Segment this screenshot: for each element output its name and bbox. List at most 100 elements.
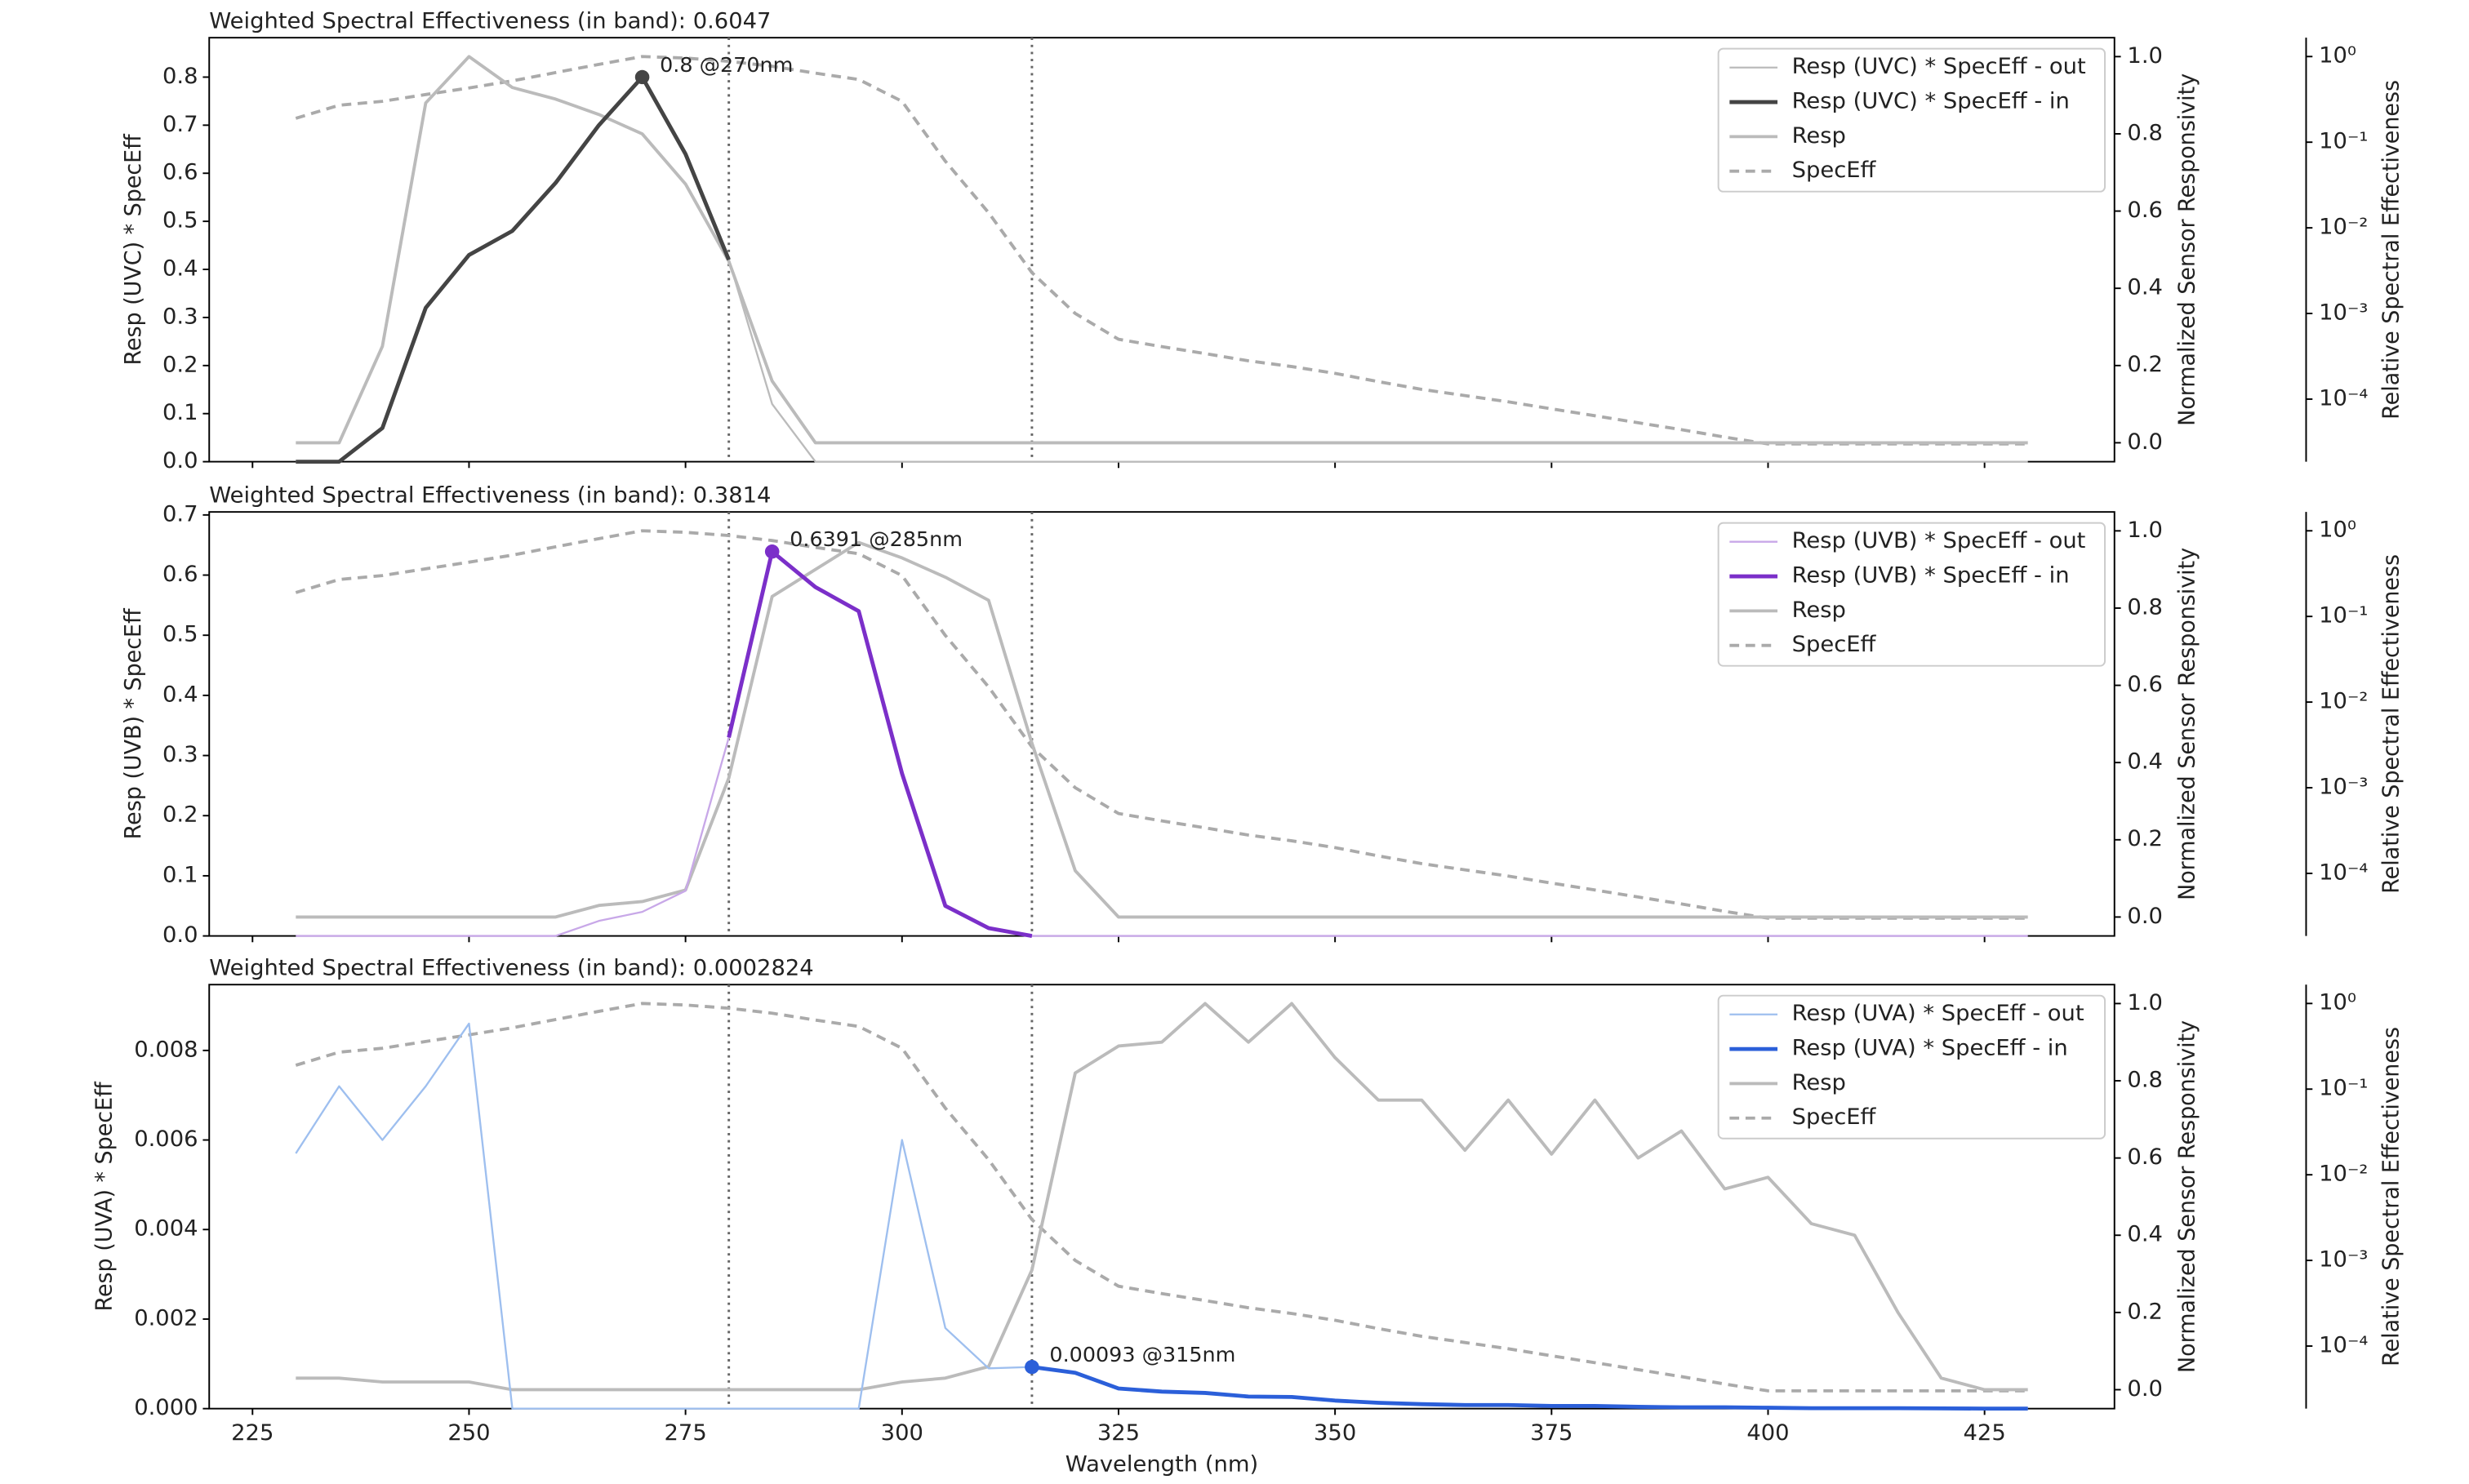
y-tick-label: 0.000: [134, 1395, 198, 1420]
peak-marker: [1025, 1359, 1039, 1375]
y3-tick-label: 10⁻⁴: [2319, 860, 2368, 886]
x-tick-label: 300: [881, 1420, 923, 1446]
x-tick-label: 375: [1530, 1420, 1573, 1446]
y-axis-label: Resp (UVC) * SpecEff: [121, 133, 146, 366]
y2-axis-label: Normalized Sensor Responsivity: [2174, 73, 2200, 426]
y3-tick-label: 10⁻²: [2319, 689, 2368, 714]
legend-label: SpecEff: [1792, 632, 1877, 657]
x-tick-label: 275: [664, 1420, 706, 1446]
y2-tick-label: 0.4: [2127, 749, 2163, 775]
series-line: [296, 75, 731, 464]
y-tick-label: 0.0: [162, 922, 198, 948]
y-tick-label: 0.7: [162, 112, 198, 137]
y-tick-label: 0.008: [134, 1037, 198, 1062]
series-line: [295, 1002, 2028, 1393]
legend-label: Resp (UVC) * SpecEff - in: [1792, 89, 2070, 114]
x-axis-label: Wavelength (nm): [1065, 1452, 1258, 1477]
y-tick-label: 0.006: [134, 1126, 198, 1152]
y2-tick-label: 0.6: [2127, 1144, 2163, 1170]
y-tick-label: 0.5: [162, 208, 198, 233]
y-tick-label: 0.2: [162, 802, 198, 828]
legend-label: SpecEff: [1792, 158, 1877, 183]
y-tick-label: 0.004: [134, 1216, 198, 1242]
y2-tick-label: 0.0: [2127, 429, 2163, 455]
y2-tick-label: 1.0: [2127, 518, 2163, 543]
series-line: [296, 55, 2028, 445]
legend-label: Resp (UVA) * SpecEff - in: [1792, 1036, 2068, 1061]
legend-box: [1717, 47, 2106, 193]
y-axis-label: Resp (UVB) * SpecEff: [121, 607, 146, 839]
series-line: [296, 550, 2028, 937]
y3-tick-label: 10⁻¹: [2319, 603, 2368, 629]
x-tick-label: 225: [231, 1420, 274, 1446]
series-line: [296, 1002, 2028, 1392]
y2-tick-label: 0.2: [2127, 826, 2163, 851]
x-tick-label: 350: [1314, 1420, 1356, 1446]
panel-title: Weighted Spectral Effectiveness (in band…: [209, 956, 813, 981]
panel-title: Weighted Spectral Effectiveness (in band…: [209, 483, 771, 509]
y2-axis-label: Normalized Sensor Responsivity: [2174, 548, 2200, 900]
peak-marker: [634, 69, 650, 85]
y3-axis-label: Relative Spectral Effectiveness: [2378, 554, 2404, 894]
y-tick-label: 0.4: [162, 256, 198, 282]
y3-axis-label: Relative Spectral Effectiveness: [2378, 80, 2404, 420]
y-tick-label: 0.4: [162, 682, 198, 708]
peak-annotation: 0.6391 @285nm: [790, 527, 963, 551]
y2-tick-label: 0.2: [2127, 1300, 2163, 1325]
y2-tick-label: 0.6: [2127, 672, 2163, 697]
y-tick-label: 0.8: [162, 64, 198, 89]
peak-annotation: 0.00093 @315nm: [1049, 1343, 1235, 1366]
y3-tick-label: 10⁻³: [2319, 300, 2368, 326]
series-line: [296, 540, 2028, 919]
legend-label: Resp: [1792, 1070, 1846, 1095]
legend-label: SpecEff: [1792, 1104, 1877, 1130]
y3-tick-label: 10⁻³: [2319, 775, 2368, 800]
series-line: [295, 55, 2028, 446]
y2-tick-label: 0.4: [2127, 275, 2163, 300]
legend-label: Resp (UVB) * SpecEff - out: [1792, 528, 2086, 553]
y-tick-label: 0.7: [162, 501, 198, 527]
y-tick-label: 0.1: [162, 400, 198, 425]
y-axis-label: Resp (UVA) * SpecEff: [91, 1081, 117, 1311]
y-tick-label: 0.6: [162, 562, 198, 587]
x-tick-label: 250: [447, 1420, 490, 1446]
y2-tick-label: 0.0: [2127, 904, 2163, 929]
y3-tick-label: 10⁰: [2319, 990, 2356, 1015]
y2-axis-label: Normalized Sensor Responsivity: [2174, 1020, 2200, 1373]
y3-tick-label: 10⁻¹: [2319, 1076, 2368, 1101]
axes-frame: [208, 984, 2115, 1410]
legend-label: Resp (UVA) * SpecEff - out: [1792, 1001, 2084, 1026]
legend-label: Resp (UVB) * SpecEff - in: [1792, 563, 2070, 589]
x-tick-label: 425: [1964, 1420, 2006, 1446]
y3-tick-label: 10⁻⁴: [2319, 386, 2368, 411]
x-tick-label: 400: [1746, 1420, 1789, 1446]
y-tick-label: 0.2: [162, 352, 198, 377]
y3-tick-label: 10⁰: [2319, 518, 2356, 543]
y-tick-label: 0.0: [162, 448, 198, 473]
y2-tick-label: 0.6: [2127, 198, 2163, 223]
series-line: [727, 549, 1033, 938]
legend-box: [1717, 522, 2106, 667]
legend-label: Resp: [1792, 598, 1846, 623]
y3-tick-label: 10⁻³: [2319, 1247, 2368, 1273]
y-tick-label: 0.5: [162, 622, 198, 647]
y3-tick-label: 10⁰: [2319, 43, 2356, 69]
panel-title: Weighted Spectral Effectiveness (in band…: [209, 9, 771, 34]
y2-tick-label: 1.0: [2127, 43, 2163, 69]
y2-tick-label: 0.8: [2127, 121, 2163, 146]
y2-tick-label: 0.4: [2127, 1222, 2163, 1247]
legend-label: Resp (UVC) * SpecEff - out: [1792, 54, 2086, 79]
y2-tick-label: 0.8: [2127, 1068, 2163, 1093]
y3-tick-label: 10⁻¹: [2319, 129, 2368, 154]
y2-tick-label: 0.2: [2127, 352, 2163, 377]
y2-tick-label: 1.0: [2127, 990, 2163, 1015]
y3-tick-label: 10⁻⁴: [2319, 1333, 2368, 1358]
legend-label: Resp: [1792, 123, 1846, 149]
y-tick-label: 0.3: [162, 304, 198, 330]
y-tick-label: 0.6: [162, 160, 198, 185]
y-tick-label: 0.3: [162, 742, 198, 767]
y3-tick-label: 10⁻²: [2319, 215, 2368, 240]
peak-annotation: 0.8 @270nm: [660, 53, 793, 77]
